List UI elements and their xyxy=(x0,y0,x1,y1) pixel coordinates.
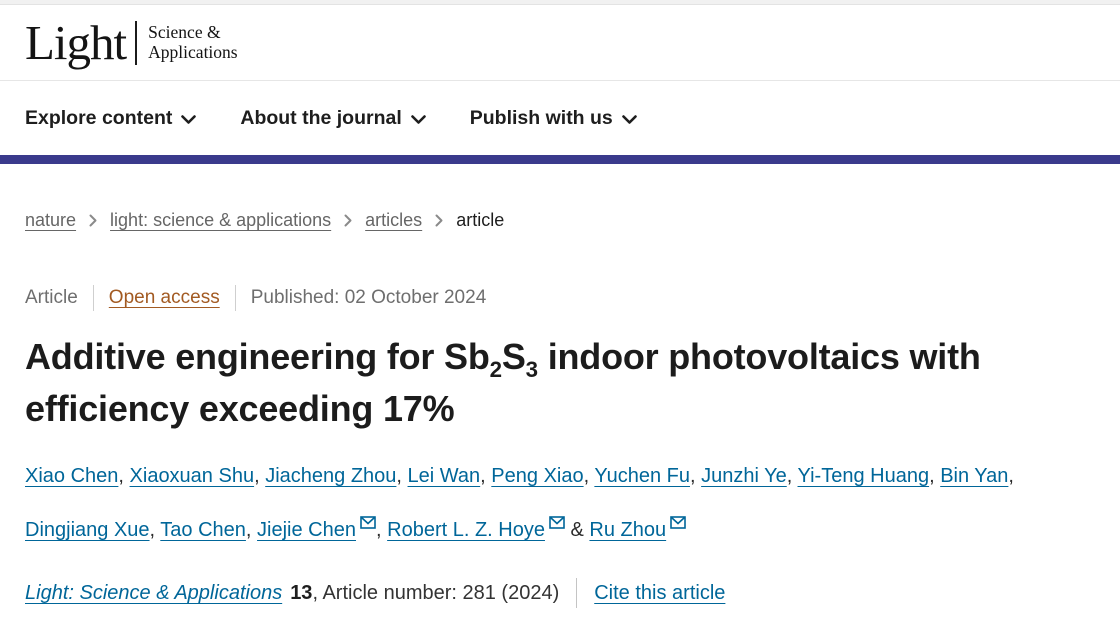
author-link-xiaoxuan-shu[interactable]: Xiaoxuan Shu xyxy=(129,465,255,488)
author-link-yi-teng-huang[interactable]: Yi-Teng Huang xyxy=(797,465,930,488)
citation-line: Light: Science & Applications 13 , Artic… xyxy=(25,578,1095,609)
author-link-yuchen-fu[interactable]: Yuchen Fu xyxy=(594,465,690,488)
email-envelope-icon xyxy=(670,516,686,530)
chevron-right-icon xyxy=(344,214,352,227)
chevron-right-icon xyxy=(89,214,97,227)
author-email-link[interactable] xyxy=(360,500,376,547)
email-envelope-icon xyxy=(360,516,376,530)
title-text: S xyxy=(501,336,526,377)
title-subscript: 2 xyxy=(489,357,502,383)
breadcrumb-separator xyxy=(344,214,352,227)
chevron-down-icon xyxy=(410,115,426,124)
author-link-dingjiang-xue[interactable]: Dingjiang Xue xyxy=(25,519,150,542)
breadcrumb-item-light-science-applications[interactable]: light: science & applications xyxy=(110,210,332,230)
top-strip xyxy=(0,0,1120,5)
chevron-down-icon xyxy=(181,115,197,124)
nav-item-label: Explore content xyxy=(25,106,173,129)
email-envelope-icon xyxy=(549,516,565,530)
open-access-link[interactable]: Open access xyxy=(108,287,220,308)
logo-tagline-line2: Applications xyxy=(148,41,238,62)
chevron-down-icon xyxy=(621,115,637,124)
author-separator: , xyxy=(689,465,702,488)
logo-tagline: Science & Applications xyxy=(148,21,238,62)
site-header: Light Science & Applications Explore con… xyxy=(0,5,1120,164)
nav-item-explore-content[interactable]: Explore content xyxy=(25,106,197,130)
author-link-bin-yan[interactable]: Bin Yan xyxy=(940,465,1009,488)
author-separator: , xyxy=(245,519,258,542)
published-date: Published: 02 October 2024 xyxy=(250,287,487,308)
article-meta: Article Open access Published: 02 Octobe… xyxy=(25,285,1095,311)
author-link-jiacheng-zhou[interactable]: Jiacheng Zhou xyxy=(265,465,397,488)
journal-link[interactable]: Light: Science & Applications xyxy=(25,581,283,604)
author-link-tao-chen[interactable]: Tao Chen xyxy=(160,519,246,542)
logo-tagline-line1: Science & xyxy=(148,21,221,42)
author-separator: & xyxy=(564,519,590,542)
title-subscript: 3 xyxy=(525,357,538,383)
chevron-right-icon xyxy=(435,214,443,227)
author-separator: , xyxy=(254,465,266,488)
article-title: Additive engineering for Sb2S3 indoor ph… xyxy=(25,331,1095,435)
citation-divider xyxy=(576,578,578,609)
cite-this-article-link[interactable]: Cite this article xyxy=(594,581,726,604)
author-separator: , xyxy=(480,465,492,488)
author-separator: , xyxy=(376,519,388,542)
nav-item-label: Publish with us xyxy=(469,106,613,129)
article-header: nature light: science & applications artic… xyxy=(0,210,1120,609)
author-separator: , xyxy=(1008,465,1014,488)
author-separator: , xyxy=(929,465,941,488)
nav-item-publish-with-us[interactable]: Publish with us xyxy=(470,107,637,130)
author-link-peng-xiao[interactable]: Peng Xiao xyxy=(491,465,584,488)
brand-color-bar xyxy=(0,155,1120,164)
breadcrumb-item-articles[interactable]: articles xyxy=(365,210,423,230)
title-text: Additive engineering for Sb xyxy=(25,336,490,377)
author-link-xiao-chen[interactable]: Xiao Chen xyxy=(25,465,119,488)
author-separator: , xyxy=(149,519,161,542)
breadcrumb-separator xyxy=(89,214,97,227)
author-list: Xiao Chen, Xiaoxuan Shu, Jiacheng Zhou, … xyxy=(25,453,1095,554)
author-separator: , xyxy=(583,465,595,488)
breadcrumb-separator xyxy=(435,214,443,227)
meta-divider xyxy=(234,285,236,311)
journal-logo[interactable]: Light Science & Applications xyxy=(25,18,238,67)
logo-wordmark: Light xyxy=(25,15,127,70)
author-link-junzhi-ye[interactable]: Junzhi Ye xyxy=(701,465,787,488)
nav-item-about-the-journal[interactable]: About the journal xyxy=(240,106,426,130)
breadcrumb-item-article: article xyxy=(456,210,505,230)
author-separator: , xyxy=(396,465,408,488)
title-text: indoor photovoltaics with efficiency exc… xyxy=(25,336,981,430)
author-link-ru-zhou[interactable]: Ru Zhou xyxy=(589,519,667,542)
author-separator: , xyxy=(786,465,798,488)
author-link-lei-wan[interactable]: Lei Wan xyxy=(407,465,481,488)
nav-item-label: About the journal xyxy=(240,106,402,129)
breadcrumb-item-nature[interactable]: nature xyxy=(25,210,77,230)
author-email-link[interactable] xyxy=(549,500,565,547)
logo-divider xyxy=(135,20,138,65)
author-link-robert-l-z-hoye[interactable]: Robert L. Z. Hoye xyxy=(387,519,545,542)
author-email-link[interactable] xyxy=(670,500,686,547)
main-nav: Explore content About the journal Publish … xyxy=(0,81,1120,155)
article-number-info: , Article number: 281 (2024) xyxy=(312,581,560,604)
logo-row: Light Science & Applications xyxy=(0,5,1120,81)
volume-number: 13 xyxy=(290,581,313,604)
meta-divider xyxy=(92,285,94,311)
author-separator: , xyxy=(118,465,130,488)
article-type-label: Article xyxy=(25,287,78,308)
author-link-jiejie-chen[interactable]: Jiejie Chen xyxy=(257,519,356,542)
breadcrumb: nature light: science & applications artic… xyxy=(25,210,1095,231)
